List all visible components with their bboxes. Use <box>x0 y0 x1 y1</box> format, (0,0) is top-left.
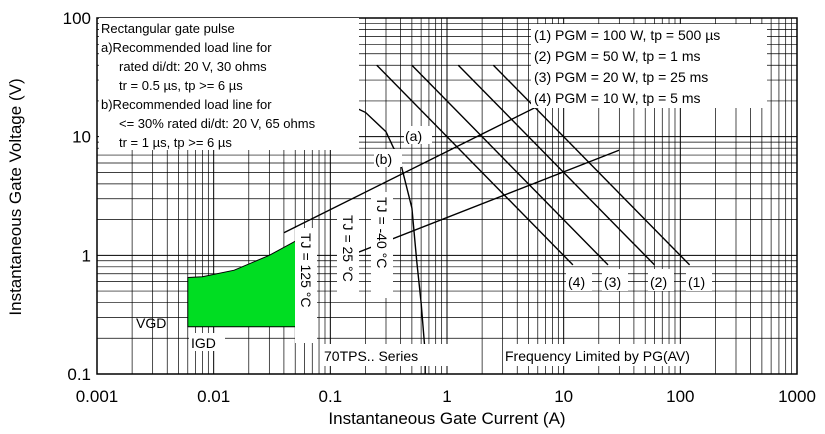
y-tick-label: 100 <box>63 9 91 28</box>
tj125-label-bg <box>295 228 317 343</box>
note-pulse: Rectangular gate pulse <box>101 21 235 36</box>
label-3-bg <box>602 269 628 291</box>
note-b2: <= 30% rated di/dt: 20 V, 65 ohms <box>119 116 316 131</box>
series-label-bg <box>322 344 450 366</box>
note-a3: tr = 0.5 µs, tp >= 6 µs <box>119 78 243 93</box>
legend-item-1: (1) PGM = 100 W, tp = 500 µs <box>534 27 720 43</box>
x-tick-label: 0.001 <box>76 387 119 406</box>
legend-item-2: (2) PGM = 50 W, tp = 1 ms <box>534 48 701 64</box>
igd-label: IGD <box>191 335 216 351</box>
label-b: (b) <box>375 151 392 167</box>
y-tick-label: 0.1 <box>67 365 91 384</box>
legend-item-3: (3) PGM = 20 W, tp = 25 ms <box>534 69 708 85</box>
x-tick-label: 100 <box>666 387 694 406</box>
notes-box <box>99 18 359 150</box>
x-tick-label: 10 <box>554 387 573 406</box>
igd-label-bg <box>189 333 225 351</box>
y-tick-label: 10 <box>72 128 91 147</box>
note-b1: b)Recommended load line for <box>101 97 272 112</box>
legend-box <box>531 24 767 108</box>
curve-1 <box>492 64 691 266</box>
curve-2 <box>457 64 655 266</box>
tj40-label-bg <box>371 192 393 298</box>
label-b-bg <box>374 149 402 167</box>
plot-frame <box>96 17 798 375</box>
x-axis-title: Instantaneous Gate Current (A) <box>328 409 565 428</box>
label-curve-2: (2) <box>650 274 667 290</box>
x-tick-label: 1 <box>442 387 451 406</box>
tj40-label: TJ = -40 °C <box>374 197 390 268</box>
note-a1: a)Recommended load line for <box>101 40 272 55</box>
legend-item-4: (4) PGM = 10 W, tp = 5 ms <box>534 90 701 106</box>
label-curve-1: (1) <box>688 274 705 290</box>
label-a-bg <box>404 126 432 144</box>
label-curve-4: (4) <box>568 274 585 290</box>
note-b3: tr = 1 µs, tp >= 6 µs <box>119 135 232 150</box>
y-axis-title: Instantaneous Gate Voltage (V) <box>6 78 25 315</box>
label-2-bg <box>648 269 674 291</box>
series-label: 70TPS.. Series <box>324 348 418 364</box>
note-a2: rated di/dt: 20 V, 30 ohms <box>119 59 267 74</box>
freq-label: Frequency Limited by PG(AV) <box>505 348 690 364</box>
x-tick-label: 0.1 <box>319 387 343 406</box>
tick-labels: 0.001 0.01 0.1 1 10 100 1000 0.1 1 10 100 <box>63 9 816 406</box>
x-tick-label: 0.01 <box>197 387 230 406</box>
label-curve-3: (3) <box>604 274 621 290</box>
x-tick-label: 1000 <box>778 387 816 406</box>
y-tick-label: 1 <box>82 246 91 265</box>
curve-3 <box>411 64 609 266</box>
tj125-label: TJ = 125 °C <box>298 233 314 307</box>
curve-4 <box>376 64 574 266</box>
label-1-bg <box>686 269 712 291</box>
label-4-bg <box>566 269 592 291</box>
curve-tj-40-c <box>330 95 426 374</box>
vgd-label: VGD <box>136 315 166 331</box>
freq-label-bg <box>503 344 713 366</box>
tj25-label-bg <box>337 210 359 300</box>
tj25-label: TJ = 25 °C <box>340 215 356 282</box>
label-a: (a) <box>405 128 422 144</box>
